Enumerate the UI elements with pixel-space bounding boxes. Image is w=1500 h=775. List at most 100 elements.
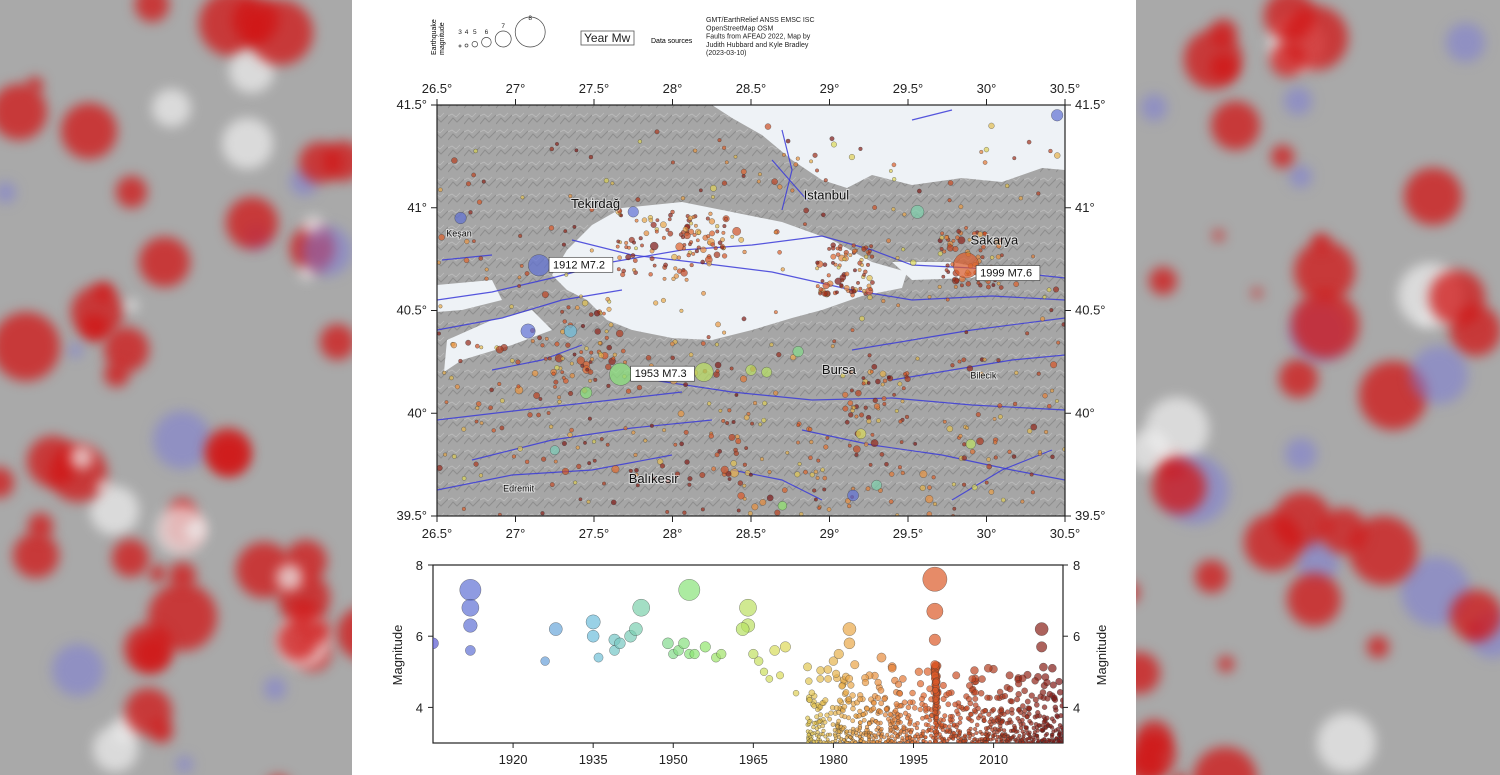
earthquake-marker (879, 452, 885, 457)
earthquake-marker (822, 487, 827, 492)
earthquake-marker (939, 247, 944, 251)
chart-point (828, 740, 832, 743)
chart-point (792, 690, 800, 697)
earthquake-marker (867, 353, 872, 358)
chart-point (699, 641, 711, 653)
earthquake-marker (648, 218, 654, 223)
chart-point (965, 715, 971, 721)
earthquake-marker (1046, 287, 1052, 293)
earthquake-marker (538, 397, 543, 401)
earthquake-marker (454, 212, 467, 224)
earthquake-marker (1001, 497, 1006, 503)
earthquake-marker (858, 286, 863, 291)
background-blob (248, 0, 313, 65)
chart-point (1018, 725, 1024, 731)
earthquake-marker (851, 243, 856, 248)
chart-point (978, 690, 985, 697)
chart-point (1051, 729, 1056, 734)
earthquake-marker (821, 212, 826, 218)
chart-point (990, 707, 997, 713)
chart-point (901, 726, 906, 731)
earthquake-marker (567, 432, 573, 438)
earthquake-marker (818, 287, 824, 292)
earthquake-marker (842, 257, 847, 262)
earthquake-marker (1013, 281, 1019, 287)
earthquake-marker (540, 511, 545, 516)
legend-size-circle (458, 44, 462, 48)
chart-point (972, 695, 979, 702)
background-blob (1320, 508, 1367, 554)
chart-point (912, 722, 917, 728)
earthquake-marker (1007, 449, 1012, 454)
earthquake-marker (632, 268, 637, 272)
earthquake-marker (859, 412, 865, 418)
earthquake-marker (708, 218, 715, 225)
earthquake-marker (714, 342, 719, 347)
earthquake-marker (849, 289, 854, 295)
earthquake-marker (478, 473, 483, 478)
fault-line (437, 454, 673, 491)
chart-point (878, 700, 885, 707)
earthquake-marker (474, 419, 479, 424)
lat-tick-label-left: 40° (407, 405, 427, 420)
earthquake-marker (563, 324, 577, 338)
chart-point (932, 709, 938, 715)
chart-point (816, 734, 821, 739)
earthquake-marker (611, 499, 617, 506)
earthquake-marker (951, 238, 956, 243)
earthquake-marker (563, 229, 568, 233)
legend-size-circle (471, 41, 478, 48)
earthquake-marker (728, 433, 736, 441)
chart-point (940, 737, 944, 742)
chart-point (842, 689, 850, 696)
earthquake-marker (451, 454, 457, 459)
earthquake-marker (809, 472, 815, 478)
earthquake-marker (609, 362, 633, 386)
earthquake-marker (850, 328, 855, 333)
chart-point (842, 622, 857, 636)
earthquake-marker (473, 148, 478, 154)
earthquake-marker (722, 224, 727, 229)
earthquake-marker (998, 285, 1004, 290)
chart-point (848, 735, 853, 740)
chart-point (917, 680, 925, 688)
fault-line (801, 429, 1065, 481)
chart-point (754, 656, 764, 666)
chart-point (996, 714, 1002, 720)
background-blob (1151, 459, 1207, 515)
earthquake-marker (461, 426, 467, 432)
chart-point (1001, 711, 1007, 717)
earthquake-marker (904, 414, 910, 419)
earthquake-marker (489, 387, 494, 393)
earthquake-marker (687, 482, 692, 487)
earthquake-marker (546, 411, 551, 415)
chart-point (1014, 740, 1019, 743)
background-blob (1251, 287, 1262, 299)
chart-point (1001, 692, 1009, 700)
earthquake-marker (659, 463, 666, 469)
earthquake-marker (653, 300, 659, 306)
legend-color-title: Year Mw (584, 31, 631, 45)
chart-point (816, 675, 824, 683)
chart-point (926, 602, 944, 620)
earthquake-marker (966, 365, 973, 372)
chart-y-tick-label-right: 4 (1073, 700, 1080, 715)
earthquake-marker (832, 339, 837, 344)
chart-point (759, 667, 769, 676)
earthquake-marker (876, 418, 881, 423)
chart-point (971, 741, 976, 743)
background-blob (1403, 167, 1462, 226)
earthquake-marker (952, 246, 959, 252)
legend-color-box (580, 30, 635, 46)
chart-point (828, 656, 838, 666)
earthquake-marker (524, 459, 530, 464)
chart-point (1049, 716, 1055, 722)
chart-point (850, 718, 856, 724)
chart-point (983, 740, 987, 743)
chart-point (828, 732, 832, 737)
earthquake-marker (835, 252, 841, 257)
earthquake-marker (438, 187, 443, 192)
chart-point (857, 708, 863, 714)
background-blob (92, 726, 139, 772)
earthquake-marker (519, 264, 524, 268)
